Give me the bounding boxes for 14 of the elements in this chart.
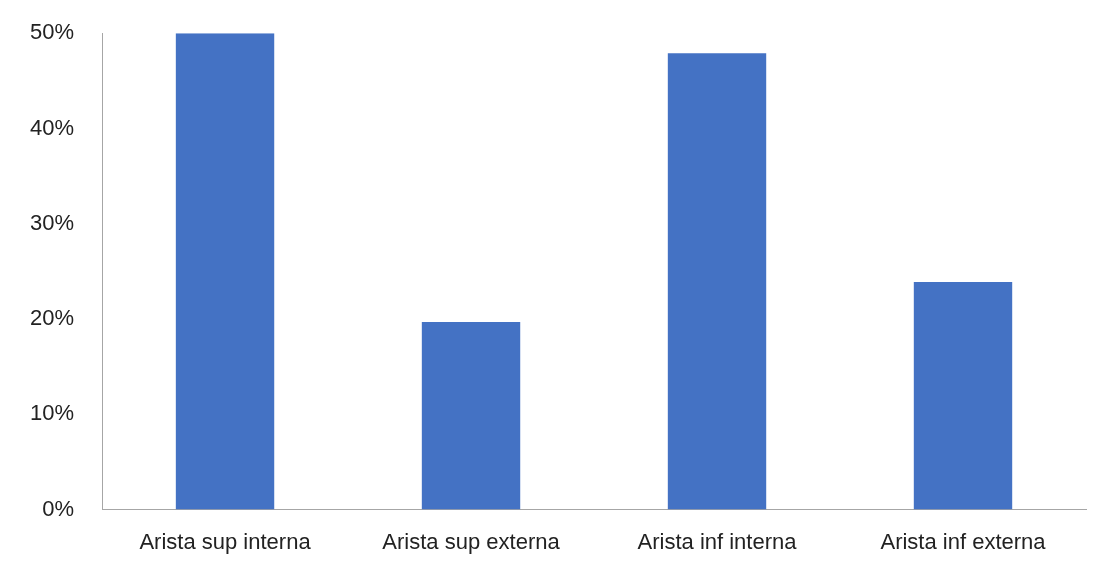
y-tick-label: 0%	[42, 495, 75, 521]
bar	[667, 53, 767, 510]
y-tick-label: 50%	[29, 19, 75, 45]
bar	[175, 33, 275, 510]
bar	[913, 281, 1013, 510]
y-tick-label: 40%	[29, 114, 75, 140]
x-tick-label: Arista sup interna	[139, 528, 312, 554]
bar	[421, 321, 521, 510]
x-tick-label: Arista inf externa	[880, 528, 1047, 554]
y-tick-label: 10%	[29, 400, 75, 426]
y-tick-label: 20%	[29, 305, 75, 331]
y-tick-label: 30%	[29, 209, 75, 235]
x-tick-label: Arista inf interna	[637, 528, 798, 554]
x-tick-label: Arista sup externa	[382, 528, 561, 554]
